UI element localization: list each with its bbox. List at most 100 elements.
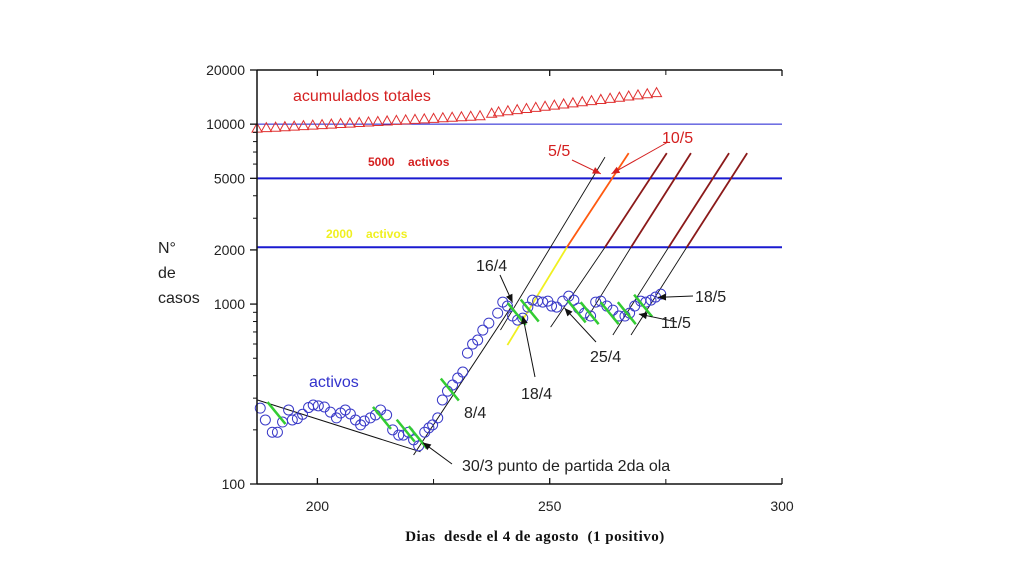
activos-point [537, 296, 549, 308]
green-mark [633, 293, 654, 318]
acumulados-point [316, 118, 328, 130]
green-mark [519, 298, 540, 323]
activos-point [613, 310, 625, 322]
projection-line [500, 156, 606, 331]
x-tick-label: 200 [306, 498, 330, 514]
acumulados-point [306, 119, 319, 130]
activos-point [307, 399, 319, 411]
acumulados-point [567, 96, 579, 108]
y-tick-label: 1000 [214, 296, 245, 312]
arrowhead-icon [657, 293, 667, 301]
projection-line [630, 246, 688, 336]
y-tick-label: 20000 [206, 62, 245, 78]
activos-point [551, 301, 563, 313]
series-activos [254, 288, 667, 452]
annotation-10-5: 10/5 [662, 130, 693, 147]
reference-lines [257, 123, 782, 249]
acumulados-point [502, 104, 514, 116]
green-mark [579, 301, 600, 325]
y-axis-label-line2: de [158, 265, 176, 282]
projection-line [630, 152, 692, 248]
acumulados-point [474, 109, 486, 121]
y-tick-label: 10000 [206, 116, 245, 132]
arrowhead-icon [422, 442, 432, 451]
acumulados-point [325, 118, 338, 129]
activos-point [318, 401, 330, 413]
activos-point [286, 414, 298, 426]
projection-line [585, 246, 632, 321]
legend-activos: activos [309, 374, 359, 391]
acumulados-point [464, 110, 477, 121]
annotation-30-3: 30/3 punto de partida 2da ola [462, 458, 670, 475]
activos-point [483, 317, 495, 329]
acumulados-point [520, 102, 533, 113]
activos-point [297, 408, 309, 420]
x-tick-label: 300 [770, 498, 794, 514]
activos-point [546, 300, 558, 312]
projection-line [550, 246, 606, 328]
activos-point [423, 422, 435, 434]
acumulados-point [557, 97, 570, 109]
green-mark [266, 401, 287, 425]
green-mark [407, 425, 428, 449]
activos-point [419, 426, 431, 438]
activos-point [472, 334, 484, 346]
green-mark [599, 301, 620, 325]
annotation-25-4: 25/4 [590, 349, 621, 366]
activos-point [364, 412, 376, 424]
activos-point [324, 406, 336, 418]
activos-point [492, 307, 504, 319]
annotation-18-4: 18/4 [521, 386, 552, 403]
annotation-8-4: 8/4 [464, 405, 486, 422]
acumulados-point [390, 114, 403, 125]
activos-point [436, 394, 448, 406]
acumulados-point [594, 93, 607, 104]
green-mark [616, 301, 637, 325]
activos-point [355, 419, 367, 431]
activos-point [283, 404, 295, 416]
acumulados-point [344, 117, 356, 128]
arrowhead-icon [520, 315, 528, 325]
arrowhead-icon [611, 166, 621, 174]
acumulados-point [279, 120, 291, 132]
arrowhead-icon [506, 293, 513, 303]
annotation-5-5: 5/5 [548, 143, 570, 160]
y-tick-label: 2000 [214, 242, 245, 258]
fit-line [413, 304, 513, 456]
acumulados-point [427, 112, 440, 123]
annotation-18-5: 18/5 [695, 289, 726, 306]
acumulados-point [353, 116, 366, 128]
acumulados-point [576, 95, 589, 107]
acumulados-point [436, 111, 449, 123]
activos-point [381, 409, 393, 421]
acumulados-point [399, 113, 412, 125]
acumulados-point [334, 117, 347, 129]
activos-point [358, 415, 370, 427]
activos-point [527, 294, 539, 306]
acumulados-point [409, 113, 421, 124]
y-tick-label: 5000 [214, 170, 245, 186]
activos-point [590, 296, 602, 308]
projection-line [604, 152, 668, 248]
acumulados-point [418, 112, 431, 124]
axes: 100 1000 2000 5000 10000 20000 200 250 300 [206, 62, 794, 514]
acumulados-point [492, 105, 505, 117]
arrowhead-icon [592, 167, 601, 174]
acumulados-point [632, 88, 644, 100]
y-tick-label: 100 [222, 476, 246, 492]
acumulados-point [585, 94, 598, 106]
annotation-arrows [422, 141, 694, 465]
acumulados-point [288, 120, 301, 131]
green-mark [395, 418, 416, 443]
projection-line [566, 152, 630, 248]
annotation-arrow-line [611, 141, 669, 175]
acumulados-point [548, 99, 561, 110]
green-mark [566, 299, 587, 324]
activos-point [457, 366, 469, 378]
acumulados-point [455, 110, 468, 122]
acumulados-point [362, 115, 375, 127]
acumulados-point [613, 91, 626, 102]
acumulados-point [381, 114, 393, 126]
annotation-16-4: 16/4 [476, 258, 507, 275]
